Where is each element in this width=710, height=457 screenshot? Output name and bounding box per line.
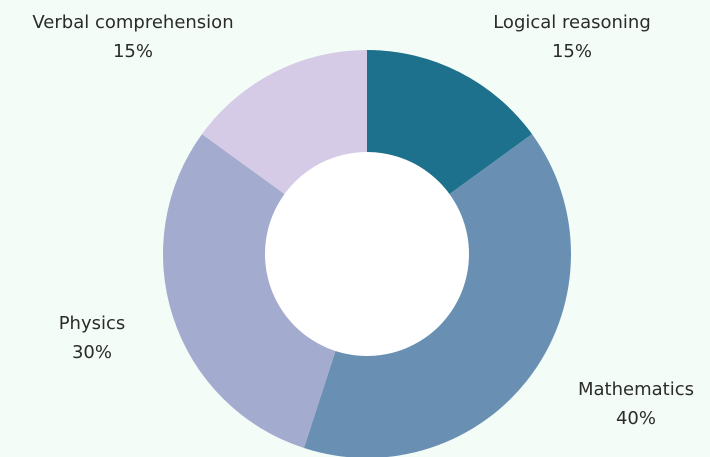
chart-labels: Logical reasoning 15% Mathematics 40% Physic… xyxy=(32,12,694,429)
slice-value-label: 15% xyxy=(113,41,153,62)
slice-value-label: 40% xyxy=(616,408,656,429)
slice-label: Mathematics xyxy=(578,379,694,400)
slice-label: Logical reasoning xyxy=(493,12,651,33)
slice-value-label: 30% xyxy=(72,342,112,363)
donut-hole xyxy=(265,152,469,356)
slice-label: Verbal comprehension xyxy=(32,12,233,33)
slice-physics xyxy=(163,134,367,449)
slice-label: Physics xyxy=(59,313,126,334)
slice-value-label: 15% xyxy=(552,41,592,62)
